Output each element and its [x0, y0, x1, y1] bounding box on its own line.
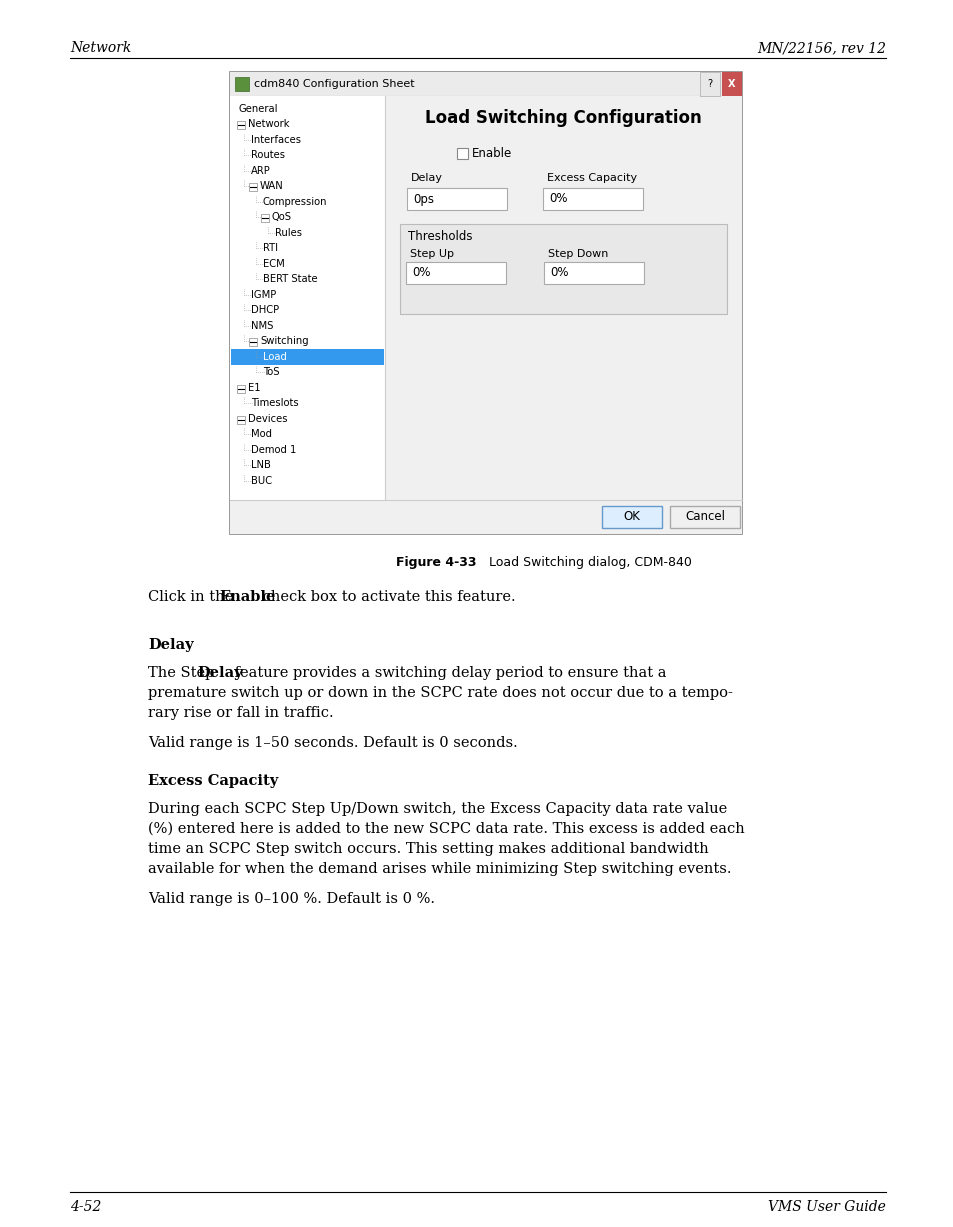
Text: Cancel: Cancel	[684, 510, 724, 524]
Text: Mod: Mod	[251, 429, 272, 439]
Text: MN/22156, rev 12: MN/22156, rev 12	[757, 40, 885, 55]
Text: rary rise or fall in traffic.: rary rise or fall in traffic.	[148, 706, 334, 720]
Text: Enable: Enable	[219, 590, 275, 604]
Bar	[230, 96, 385, 499]
Text: IGMP: IGMP	[251, 290, 276, 299]
Text: 0ps: 0ps	[413, 193, 434, 205]
Text: BUC: BUC	[251, 476, 272, 486]
Bar	[234, 77, 249, 91]
Text: Thresholds: Thresholds	[408, 229, 472, 243]
Bar	[261, 215, 269, 222]
Bar	[230, 72, 741, 534]
Text: BERT State: BERT State	[263, 275, 317, 285]
Text: DHCP: DHCP	[251, 306, 279, 315]
Text: VMS User Guide: VMS User Guide	[767, 1200, 885, 1214]
Bar	[406, 263, 505, 283]
Text: Excess Capacity: Excess Capacity	[546, 173, 637, 183]
Text: OK: OK	[623, 510, 639, 524]
Text: ?: ?	[707, 79, 712, 90]
Text: Interfaces: Interfaces	[251, 135, 301, 145]
Text: available for when the demand arises while minimizing Step switching events.: available for when the demand arises whi…	[148, 863, 731, 876]
Bar	[385, 96, 741, 499]
Text: During each SCPC Step Up/Down switch, the Excess Capacity data rate value: During each SCPC Step Up/Down switch, th…	[148, 802, 726, 816]
Text: Click in the: Click in the	[148, 590, 237, 604]
Text: General: General	[239, 104, 278, 114]
Text: NMS: NMS	[251, 320, 274, 331]
Text: Switching: Switching	[260, 336, 309, 346]
Text: Routes: Routes	[251, 150, 285, 161]
Text: Valid range is 0–100 %. Default is 0 %.: Valid range is 0–100 %. Default is 0 %.	[148, 892, 435, 906]
Text: LNB: LNB	[251, 460, 271, 470]
Text: Compression: Compression	[263, 196, 327, 207]
Text: Valid range is 1–50 seconds. Default is 0 seconds.: Valid range is 1–50 seconds. Default is …	[148, 736, 517, 750]
Text: Timeslots: Timeslots	[251, 399, 298, 409]
Text: Step Down: Step Down	[547, 249, 608, 259]
Text: Figure 4-33: Figure 4-33	[396, 556, 476, 569]
Bar	[230, 72, 741, 96]
Text: Network: Network	[248, 119, 289, 129]
Bar	[407, 188, 506, 210]
Text: Enable: Enable	[472, 147, 512, 160]
Bar	[601, 506, 661, 528]
Text: WAN: WAN	[260, 182, 283, 191]
Bar	[249, 183, 256, 191]
Text: Rules: Rules	[274, 228, 302, 238]
Text: X: X	[727, 79, 735, 90]
Text: 0%: 0%	[548, 193, 567, 205]
Text: QoS: QoS	[272, 212, 292, 222]
Text: premature switch up or down in the SCPC rate does not occur due to a tempo-: premature switch up or down in the SCPC …	[148, 686, 732, 699]
Bar	[231, 348, 384, 364]
Text: Load Switching Configuration: Load Switching Configuration	[425, 109, 701, 128]
Text: Network: Network	[70, 40, 132, 55]
Text: ARP: ARP	[251, 166, 271, 175]
Text: check box to activate this feature.: check box to activate this feature.	[258, 590, 516, 604]
Text: Excess Capacity: Excess Capacity	[148, 774, 278, 788]
Text: 0%: 0%	[550, 266, 568, 280]
Text: E1: E1	[248, 383, 260, 393]
Bar	[230, 499, 741, 534]
Text: Load: Load	[263, 352, 287, 362]
Bar	[399, 225, 726, 314]
Bar	[543, 263, 643, 283]
Text: time an SCPC Step switch occurs. This setting makes additional bandwidth: time an SCPC Step switch occurs. This se…	[148, 842, 708, 856]
Bar	[721, 72, 741, 96]
Text: feature provides a switching delay period to ensure that a: feature provides a switching delay perio…	[230, 666, 666, 680]
Text: ToS: ToS	[263, 367, 279, 377]
Text: 4-52: 4-52	[70, 1200, 101, 1214]
Text: The Step: The Step	[148, 666, 219, 680]
Bar	[456, 148, 468, 160]
Bar	[236, 416, 245, 423]
Text: ECM: ECM	[263, 259, 284, 269]
Text: cdm840 Configuration Sheet: cdm840 Configuration Sheet	[253, 79, 415, 90]
Bar	[236, 385, 245, 393]
Text: Delay: Delay	[148, 638, 193, 652]
Text: Devices: Devices	[248, 413, 287, 423]
Text: Delay: Delay	[197, 666, 243, 680]
Bar	[249, 339, 256, 346]
Text: Load Switching dialog, CDM-840: Load Switching dialog, CDM-840	[476, 556, 691, 569]
Text: 0%: 0%	[412, 266, 430, 280]
Text: Demod 1: Demod 1	[251, 444, 296, 455]
Bar	[669, 506, 740, 528]
Bar	[236, 121, 245, 129]
Bar	[700, 72, 720, 96]
Bar	[542, 188, 642, 210]
Text: RTI: RTI	[263, 243, 277, 253]
Text: Step Up: Step Up	[410, 249, 454, 259]
Text: Delay: Delay	[411, 173, 442, 183]
Text: (%) entered here is added to the new SCPC data rate. This excess is added each: (%) entered here is added to the new SCP…	[148, 822, 744, 836]
